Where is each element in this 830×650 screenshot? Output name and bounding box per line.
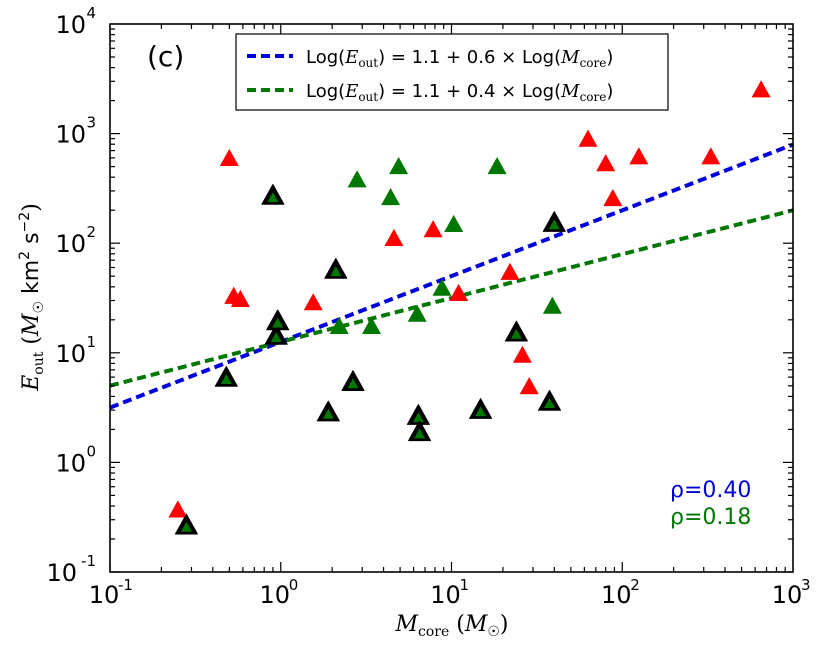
point-green-outlined (510, 328, 522, 339)
point-green (347, 170, 367, 188)
point-green-outlined (347, 378, 359, 389)
point-red (168, 500, 188, 518)
point-green-outlined (270, 332, 282, 342)
point-red (219, 148, 239, 166)
y-tick-label-exponent: 4 (86, 4, 96, 22)
y-tick-label-exponent: 0 (86, 442, 96, 460)
point-green-outlined (544, 398, 555, 408)
point-green-outlined (548, 219, 560, 230)
point-red (512, 345, 532, 363)
point-red (230, 289, 250, 307)
x-tick-label: 10 (259, 581, 290, 609)
y-tick-label: 10 (46, 559, 77, 587)
point-green-outlined (267, 192, 279, 203)
point-green (444, 214, 464, 232)
y-axis-label: Eout (M☉ km2 s−2) (17, 203, 47, 392)
y-tick-label-exponent: 3 (86, 114, 96, 132)
y-tick-label: 10 (55, 340, 86, 368)
point-green-outlined (475, 406, 487, 417)
x-tick-label-exponent: 2 (630, 576, 640, 594)
point-green (389, 157, 409, 175)
point-green-outlined (414, 428, 426, 439)
point-red (519, 377, 539, 395)
plot-frame (109, 23, 794, 573)
data-markers (168, 80, 771, 535)
point-red (303, 293, 323, 311)
point-red (751, 80, 771, 98)
point-green (432, 278, 452, 296)
point-green-outlined (272, 317, 284, 328)
point-red (578, 129, 598, 147)
point-green (362, 316, 381, 334)
legend: Log(Eout) = 1.1 + 0.6 × Log(Mcore) Log(E… (235, 33, 669, 111)
y-tick-label-exponent: 2 (86, 223, 96, 241)
x-tick-label-exponent: 0 (289, 576, 299, 594)
point-red (603, 189, 623, 207)
point-red (423, 220, 443, 238)
fit-line-fit-0.6 (110, 142, 793, 410)
point-red (449, 283, 469, 301)
point-green (487, 157, 507, 175)
point-green-outlined (322, 408, 334, 419)
x-tick-label: 10 (89, 581, 120, 609)
point-green-outlined (180, 521, 192, 532)
y-tick-label-exponent: 1 (86, 333, 96, 351)
point-green (542, 296, 562, 314)
y-tick-label: 10 (55, 11, 86, 39)
legend-label-fit-0.4: Log(Eout) = 1.1 + 0.4 × Log(Mcore) (306, 81, 613, 104)
x-tick-label-exponent: -1 (118, 576, 133, 594)
point-green-outlined (330, 266, 342, 277)
x-tick-label-exponent: 1 (460, 576, 470, 594)
y-tick-label: 10 (55, 121, 86, 149)
y-tick-label-exponent: -1 (81, 552, 96, 570)
x-tick-label: 10 (772, 581, 803, 609)
legend-label-fit-0.6: Log(Eout) = 1.1 + 0.6 × Log(Mcore) (306, 47, 613, 70)
panel-label: (c) (147, 40, 184, 73)
point-red (596, 154, 616, 172)
point-green (329, 316, 349, 334)
point-green-outlined (412, 412, 424, 423)
correlation-rho-green: ρ=0.18 (670, 505, 751, 530)
legend-box (235, 33, 669, 111)
point-green (381, 188, 401, 206)
point-green (407, 304, 427, 322)
point-red (384, 228, 404, 246)
x-tick-label-exponent: 3 (801, 576, 811, 594)
point-red (629, 147, 649, 165)
point-red (701, 147, 721, 165)
point-red (500, 262, 520, 280)
point-green-outlined (220, 374, 232, 384)
x-tick-label: 10 (430, 581, 461, 609)
x-axis-label: Mcore (M☉) (394, 612, 508, 640)
correlation-rho-blue: ρ=0.40 (670, 478, 751, 503)
y-tick-label: 10 (55, 449, 86, 477)
x-tick-label: 10 (601, 581, 632, 609)
y-tick-label: 10 (55, 230, 86, 258)
